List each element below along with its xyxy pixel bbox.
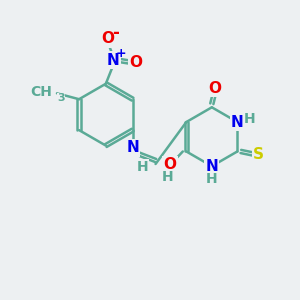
Text: H: H bbox=[244, 112, 256, 126]
Text: O: O bbox=[101, 32, 114, 46]
Text: H: H bbox=[206, 172, 218, 186]
Text: O: O bbox=[130, 55, 143, 70]
Text: +: + bbox=[115, 47, 126, 60]
Text: N: N bbox=[107, 53, 120, 68]
Text: N: N bbox=[206, 159, 218, 174]
Text: N: N bbox=[126, 140, 139, 155]
Text: 3: 3 bbox=[58, 93, 65, 103]
Text: H: H bbox=[136, 160, 148, 174]
Text: S: S bbox=[253, 147, 264, 162]
Text: O: O bbox=[164, 157, 177, 172]
Text: CH: CH bbox=[31, 85, 52, 99]
Text: N: N bbox=[231, 115, 244, 130]
Text: -: - bbox=[112, 23, 119, 41]
Text: H: H bbox=[162, 170, 174, 184]
Text: O: O bbox=[208, 81, 221, 96]
